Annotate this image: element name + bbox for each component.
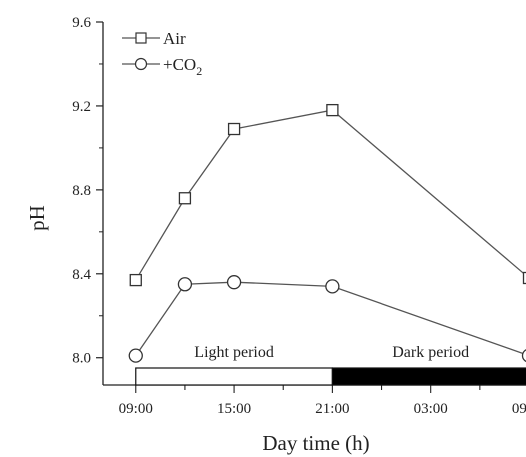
series-co2-point	[128, 348, 143, 363]
y-tick-label: 9.6	[72, 15, 91, 31]
light-period-label: Light period	[194, 344, 274, 361]
legend-air-label: Air	[163, 29, 186, 48]
x-tick-label: 15:00	[217, 401, 251, 417]
light-period-bar	[135, 367, 333, 386]
series-air-point	[522, 271, 526, 285]
y-tick-label: 8.8	[72, 183, 91, 199]
x-axis-title: Day time (h)	[262, 431, 369, 455]
y-axis-title: pH	[25, 205, 49, 231]
legend-air-marker	[135, 32, 147, 44]
series-air-point	[326, 103, 339, 117]
legend: Air +CO2	[122, 29, 202, 78]
y-tick-label: 8.0	[72, 351, 91, 367]
series-air-point	[178, 192, 192, 205]
dark-period-label: Dark period	[392, 344, 469, 361]
dark-period-bar	[331, 367, 526, 386]
series-group	[128, 103, 526, 363]
series-air-point	[227, 122, 241, 136]
series-air-line	[135, 109, 526, 281]
series-co2-point	[177, 277, 193, 292]
series-co2-point	[521, 349, 526, 363]
y-tick-label: 8.4	[72, 267, 91, 283]
x-tick-label: 21:00	[315, 401, 349, 417]
x-tick-label: 09:00	[119, 401, 153, 417]
series-air-point	[129, 273, 142, 287]
period-bar: Light period Dark period	[135, 344, 526, 386]
x-tick-label: 03:00	[414, 401, 448, 417]
series-co2-point	[226, 275, 242, 290]
x-tick-label: 09:00	[512, 401, 526, 417]
legend-co2-marker	[134, 57, 148, 71]
legend-co2-label: +CO2	[163, 55, 202, 78]
y-tick-label: 9.2	[72, 99, 91, 115]
series-co2-point	[325, 279, 340, 294]
